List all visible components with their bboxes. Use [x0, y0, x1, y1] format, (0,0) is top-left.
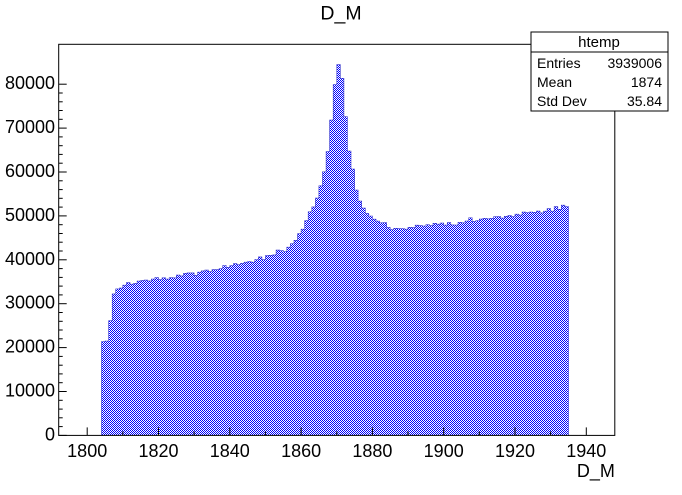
svg-text:30000: 30000: [5, 293, 55, 313]
svg-text:1874: 1874: [631, 74, 662, 90]
svg-text:60000: 60000: [5, 161, 55, 181]
svg-text:1920: 1920: [495, 441, 535, 461]
svg-text:D_M: D_M: [577, 461, 615, 482]
svg-text:70000: 70000: [5, 117, 55, 137]
svg-text:1800: 1800: [67, 441, 107, 461]
svg-text:50000: 50000: [5, 205, 55, 225]
svg-text:Entries: Entries: [537, 55, 581, 71]
svg-text:35.84: 35.84: [627, 93, 662, 109]
svg-text:0: 0: [45, 424, 55, 444]
svg-text:D_M: D_M: [320, 3, 361, 25]
svg-text:20000: 20000: [5, 337, 55, 357]
svg-text:40000: 40000: [5, 249, 55, 269]
svg-text:1860: 1860: [281, 441, 321, 461]
svg-text:1880: 1880: [352, 441, 392, 461]
svg-text:1820: 1820: [138, 441, 178, 461]
svg-text:3939006: 3939006: [607, 55, 662, 71]
svg-text:1900: 1900: [424, 441, 464, 461]
svg-text:80000: 80000: [5, 73, 55, 93]
svg-text:1840: 1840: [210, 441, 250, 461]
svg-text:1940: 1940: [566, 441, 606, 461]
svg-text:Mean: Mean: [537, 74, 572, 90]
svg-text:10000: 10000: [5, 381, 55, 401]
svg-text:Std Dev: Std Dev: [537, 93, 587, 109]
svg-text:htemp: htemp: [578, 34, 620, 51]
